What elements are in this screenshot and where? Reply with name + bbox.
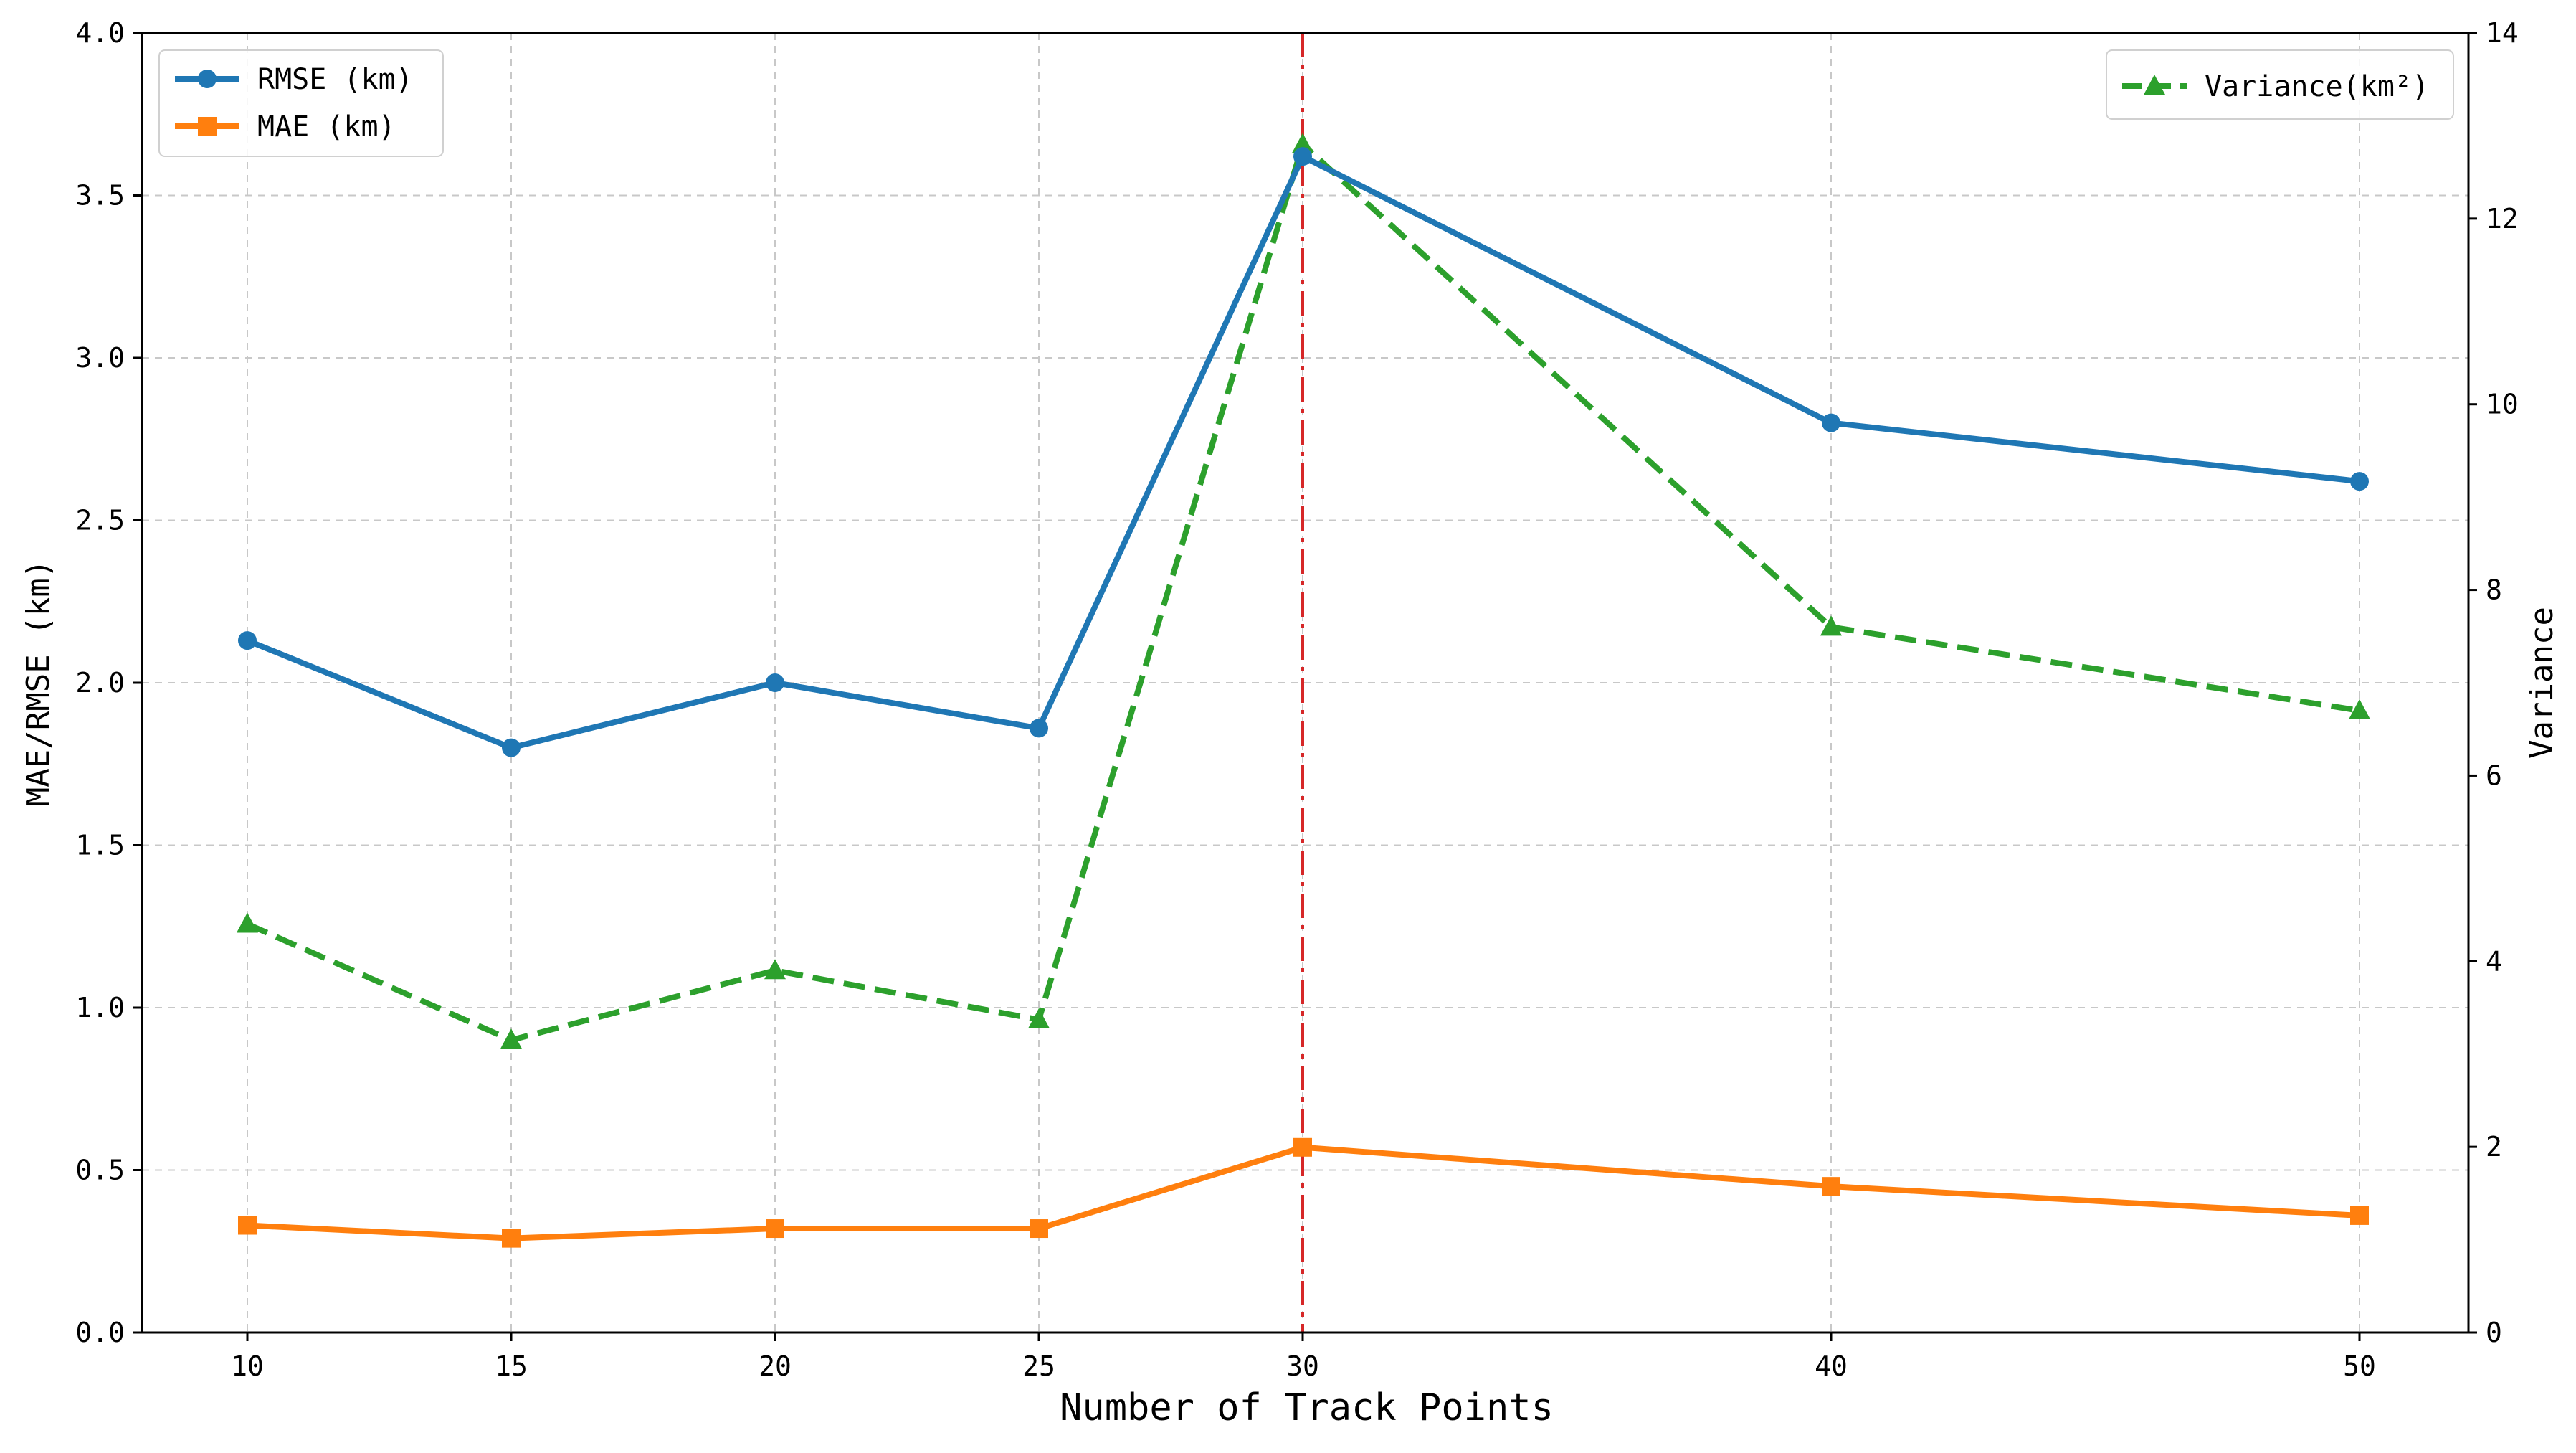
grid — [142, 32, 2468, 1333]
data-point — [2350, 472, 2369, 491]
data-point — [198, 70, 217, 88]
data-point — [1030, 719, 1048, 738]
x-tick-label: 40 — [1815, 1350, 1848, 1382]
y2-tick-label: 14 — [2486, 17, 2519, 49]
legend-label: RMSE (km) — [257, 63, 413, 96]
data-point — [1820, 615, 1842, 636]
data-point — [1822, 413, 1840, 432]
left-axis: 0.0 0.5 1.0 1.5 2.0 2.5 3.0 3.5 4.0 — [75, 17, 142, 1348]
data-point — [237, 912, 258, 933]
data-point — [2350, 1206, 2369, 1225]
data-point — [766, 1219, 784, 1239]
y-tick-label: 1.0 — [75, 992, 125, 1023]
data-point — [1293, 1137, 1312, 1157]
legend-label: MAE (km) — [257, 110, 396, 143]
legend-box — [2106, 49, 2454, 120]
y-tick-label: 1.5 — [75, 830, 125, 861]
data-point — [502, 1229, 521, 1248]
data-point — [1030, 1219, 1048, 1239]
data-point — [2349, 699, 2370, 719]
y2-tick-label: 0 — [2486, 1317, 2502, 1348]
y-tick-label: 2.5 — [75, 505, 125, 536]
legend-right: Variance(km²) — [2106, 49, 2454, 120]
x-axis: 10 15 20 25 30 40 50 — [231, 1333, 2376, 1382]
data-point — [500, 1028, 522, 1049]
y-tick-label: 3.5 — [75, 180, 125, 212]
data-point — [502, 738, 521, 757]
y2-tick-label: 8 — [2486, 574, 2502, 606]
data-point — [764, 959, 786, 980]
data-point — [1822, 1177, 1840, 1196]
x-tick-label: 30 — [1286, 1350, 1319, 1382]
legend-left: RMSE (km) MAE (km) — [158, 49, 444, 157]
data-point — [766, 673, 784, 692]
legend-label: Variance(km²) — [2205, 70, 2429, 103]
data-point — [1292, 133, 1313, 153]
data-point — [238, 1216, 257, 1235]
x-axis-title: Number of Track Points — [1060, 1386, 1554, 1429]
x-tick-label: 20 — [759, 1350, 792, 1382]
data-point — [1293, 147, 1312, 166]
y2-tick-label: 10 — [2486, 389, 2519, 420]
y-tick-label: 4.0 — [75, 17, 125, 49]
right-axis: 0 2 4 6 8 10 12 14 — [2468, 17, 2519, 1348]
x-tick-label: 15 — [495, 1350, 528, 1382]
y2-tick-label: 4 — [2486, 945, 2502, 977]
data-point — [238, 631, 257, 650]
y-tick-label: 0.5 — [75, 1155, 125, 1186]
x-tick-label: 10 — [231, 1350, 264, 1382]
y2-tick-label: 12 — [2486, 203, 2519, 235]
x-tick-label: 50 — [2343, 1350, 2376, 1382]
data-point — [1028, 1008, 1050, 1028]
y2-tick-label: 6 — [2486, 759, 2502, 791]
y2-tick-label: 2 — [2486, 1131, 2502, 1163]
y-tick-label: 2.0 — [75, 667, 125, 699]
y-tick-label: 3.0 — [75, 342, 125, 374]
y-axis-title: MAE/RMSE (km) — [20, 559, 57, 806]
data-point — [198, 117, 217, 136]
x-tick-label: 25 — [1022, 1350, 1055, 1382]
y-tick-label: 0.0 — [75, 1317, 125, 1348]
data-point — [2144, 75, 2165, 95]
y2-axis-title: Variance — [2524, 607, 2560, 759]
series-group — [237, 133, 2370, 1248]
